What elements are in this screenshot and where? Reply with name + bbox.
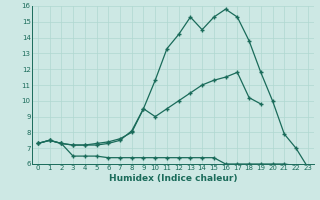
- X-axis label: Humidex (Indice chaleur): Humidex (Indice chaleur): [108, 174, 237, 183]
